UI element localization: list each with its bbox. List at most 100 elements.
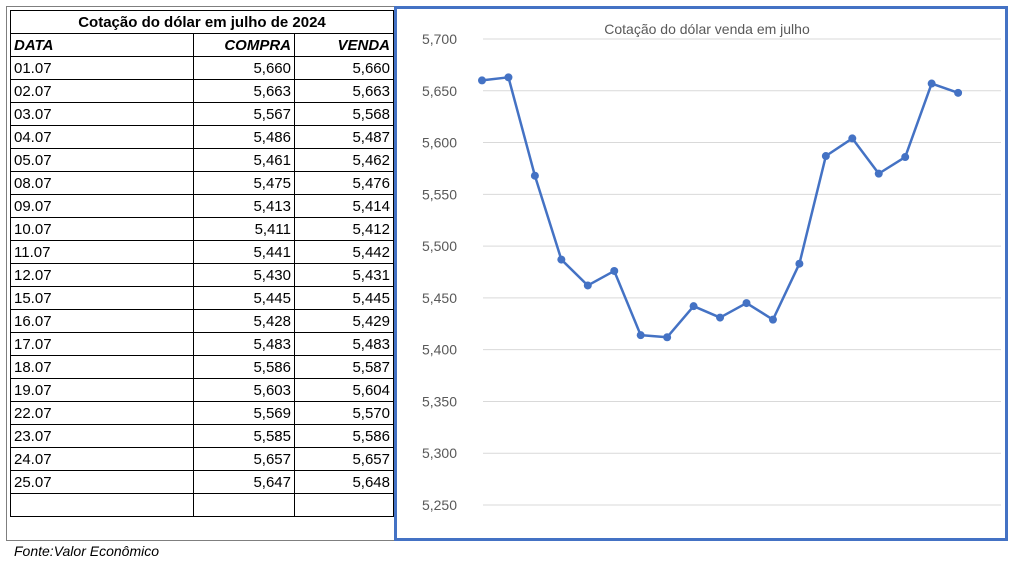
table-row: 25.07 5,647 5,648 <box>10 470 394 494</box>
cell-buy: 5,603 <box>193 378 295 402</box>
cell-date: 18.07 <box>10 355 194 379</box>
data-point <box>610 266 619 275</box>
table-row: 02.07 5,663 5,663 <box>10 79 394 103</box>
cell-date: 24.07 <box>10 447 194 471</box>
cell-date <box>10 493 194 517</box>
cell-date: 11.07 <box>10 240 194 264</box>
table-row: 12.07 5,430 5,431 <box>10 263 394 287</box>
data-point <box>742 299 751 308</box>
cell-sell: 5,431 <box>294 263 394 287</box>
cell-buy: 5,663 <box>193 79 295 103</box>
cell-buy: 5,586 <box>193 355 295 379</box>
cell-date: 19.07 <box>10 378 194 402</box>
cell-buy: 5,660 <box>193 56 295 80</box>
table-row: 24.07 5,657 5,657 <box>10 447 394 471</box>
cell-sell: 5,412 <box>294 217 394 241</box>
y-tick-label: 5,550 <box>422 186 457 202</box>
data-point <box>901 153 910 162</box>
cell-sell: 5,483 <box>294 332 394 356</box>
cell-buy: 5,569 <box>193 401 295 425</box>
chart-area: Cotação do dólar venda em julho 5,250 5,30… <box>394 6 1008 541</box>
y-tick-label: 5,650 <box>422 83 457 99</box>
cell-date: 04.07 <box>10 125 194 149</box>
cell-buy: 5,461 <box>193 148 295 172</box>
cell-buy: 5,657 <box>193 447 295 471</box>
table-row: 03.07 5,567 5,568 <box>10 102 394 126</box>
data-point <box>504 73 513 82</box>
table-title: Cotação do dólar em julho de 2024 <box>10 10 394 34</box>
cell-sell: 5,657 <box>294 447 394 471</box>
cell-date: 10.07 <box>10 217 194 241</box>
chart-title: Cotação do dólar venda em julho <box>604 21 810 37</box>
cell-buy: 5,411 <box>193 217 295 241</box>
cell-buy: 5,475 <box>193 171 295 195</box>
table-row: 22.07 5,569 5,570 <box>10 401 394 425</box>
cell-date: 25.07 <box>10 470 194 494</box>
cell-buy: 5,430 <box>193 263 295 287</box>
table-row: 23.07 5,585 5,586 <box>10 424 394 448</box>
y-tick-label: 5,500 <box>422 238 457 254</box>
cell-sell: 5,414 <box>294 194 394 218</box>
y-tick-label: 5,250 <box>422 497 457 513</box>
cell-date: 09.07 <box>10 194 194 218</box>
cell-sell: 5,648 <box>294 470 394 494</box>
data-point <box>954 88 963 97</box>
source-note: Fonte:Valor Econômico <box>14 543 159 559</box>
table-row: 16.07 5,428 5,429 <box>10 309 394 333</box>
table-body: 01.07 5,660 5,660 02.07 5,663 5,663 03.07 5,567… <box>10 56 394 517</box>
cell-sell: 5,445 <box>294 286 394 310</box>
y-tick-label: 5,400 <box>422 342 457 358</box>
quote-table: Cotação do dólar em julho de 2024 DATA C… <box>10 10 394 517</box>
cell-date: 22.07 <box>10 401 194 425</box>
data-point <box>557 255 566 264</box>
cell-date: 12.07 <box>10 263 194 287</box>
header-buy: COMPRA <box>193 33 295 57</box>
cell-buy: 5,647 <box>193 470 295 494</box>
y-tick-label: 5,350 <box>422 393 457 409</box>
cell-buy: 5,413 <box>193 194 295 218</box>
table-row: 04.07 5,486 5,487 <box>10 125 394 149</box>
cell-date: 17.07 <box>10 332 194 356</box>
cell-date: 03.07 <box>10 102 194 126</box>
cell-buy: 5,441 <box>193 240 295 264</box>
table-row: 01.07 5,660 5,660 <box>10 56 394 80</box>
y-tick-label: 5,700 <box>422 31 457 47</box>
cell-sell: 5,442 <box>294 240 394 264</box>
cell-date: 15.07 <box>10 286 194 310</box>
cell-date: 01.07 <box>10 56 194 80</box>
cell-date: 16.07 <box>10 309 194 333</box>
table-row: 19.07 5,603 5,604 <box>10 378 394 402</box>
y-tick-label: 5,300 <box>422 445 457 461</box>
data-point <box>848 134 857 143</box>
data-point <box>716 313 725 322</box>
line-chart: Cotação do dólar venda em julho 5,250 5,30… <box>422 21 1001 513</box>
data-point <box>583 281 592 290</box>
data-point <box>927 79 936 88</box>
cell-sell: 5,568 <box>294 102 394 126</box>
table-row: 11.07 5,441 5,442 <box>10 240 394 264</box>
cell-sell <box>294 493 394 517</box>
cell-buy: 5,486 <box>193 125 295 149</box>
y-tick-label: 5,600 <box>422 135 457 151</box>
table-row: 09.07 5,413 5,414 <box>10 194 394 218</box>
data-point <box>530 171 539 180</box>
table-row <box>10 493 394 517</box>
cell-date: 08.07 <box>10 171 194 195</box>
cell-sell: 5,570 <box>294 401 394 425</box>
cell-sell: 5,604 <box>294 378 394 402</box>
data-point <box>821 152 830 161</box>
table-row: 17.07 5,483 5,483 <box>10 332 394 356</box>
cell-sell: 5,660 <box>294 56 394 80</box>
header-date: DATA <box>10 33 194 57</box>
cell-date: 02.07 <box>10 79 194 103</box>
cell-sell: 5,663 <box>294 79 394 103</box>
cell-date: 05.07 <box>10 148 194 172</box>
cell-sell: 5,587 <box>294 355 394 379</box>
data-point <box>636 331 645 340</box>
cell-sell: 5,487 <box>294 125 394 149</box>
data-point <box>768 315 777 324</box>
cell-date: 23.07 <box>10 424 194 448</box>
data-point <box>663 333 672 342</box>
y-tick-label: 5,450 <box>422 290 457 306</box>
table-row: 08.07 5,475 5,476 <box>10 171 394 195</box>
